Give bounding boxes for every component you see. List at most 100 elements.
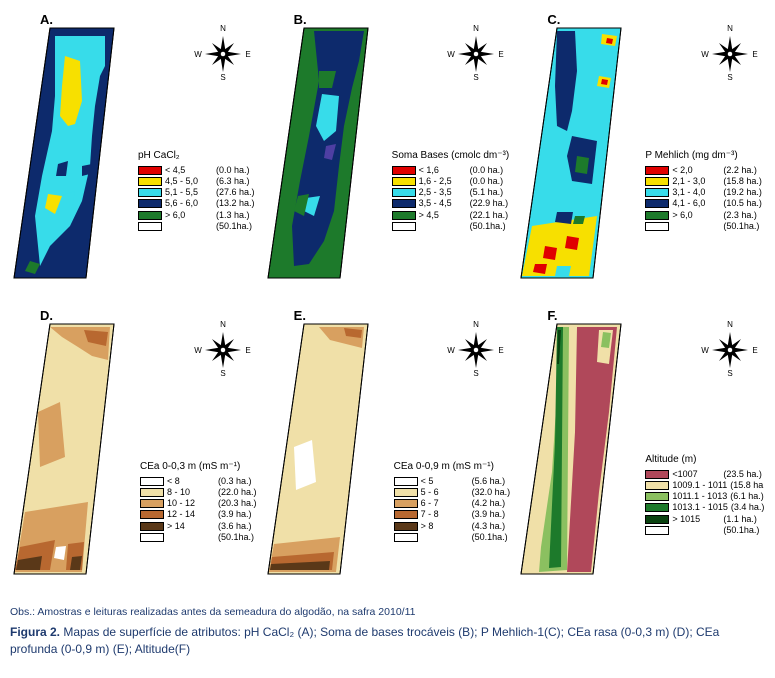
legend-swatch <box>645 481 669 490</box>
legend-row: 2,1 - 3,0 (15.8 ha.) <box>645 176 762 187</box>
legend-area: (50.1ha.) <box>216 221 252 232</box>
map-svg-0 <box>10 16 125 291</box>
legend-area: (22.0 ha.) <box>218 487 257 498</box>
legend-area: (27.6 ha.) <box>216 187 255 198</box>
legend-row: 5,6 - 6,0 (13.2 ha.) <box>138 198 255 209</box>
legend-area: (4.3 ha.) <box>472 521 506 532</box>
legend-range: 10 - 12 <box>167 498 215 509</box>
legend-area: (19.2 ha.) <box>723 187 762 198</box>
legend-row: < 2,0 (2.2 ha.) <box>645 165 762 176</box>
legend-swatch <box>645 515 669 524</box>
legend-area: (6.3 ha.) <box>216 176 250 187</box>
legend-area: (10.5 ha.) <box>723 198 762 209</box>
svg-text:E: E <box>245 50 250 59</box>
legend-title: CEa 0-0,3 m (mS m⁻¹) <box>140 461 257 474</box>
svg-text:W: W <box>194 50 202 59</box>
legend-range: > 6,0 <box>672 210 720 221</box>
legend-area: (22.1 ha.) <box>470 210 509 221</box>
svg-text:N: N <box>220 24 226 33</box>
legend-range: 2,1 - 3,0 <box>672 176 720 187</box>
legend-range: > 4,5 <box>419 210 467 221</box>
svg-text:S: S <box>474 369 479 376</box>
legend-swatch <box>140 477 164 486</box>
legend-area: (3.6 ha.) <box>218 521 252 532</box>
panel-C: C. N S E W P Mehlich (mg dm⁻³) < 2,0 (2.… <box>517 10 765 300</box>
legend-swatch <box>138 222 162 231</box>
legend-swatch <box>140 533 164 542</box>
legend-row: 8 - 10 (22.0 ha.) <box>140 487 257 498</box>
panel-D: D. N S E W CEa 0-0,3 m (mS m⁻¹) < 8 (0.3… <box>10 306 258 596</box>
legend-row: 5 - 6 (32.0 ha.) <box>394 487 511 498</box>
legend-area: (50.1ha.) <box>472 532 508 543</box>
observation-note: Obs.: Amostras e leituras realizadas ant… <box>10 606 765 618</box>
legend-swatch <box>645 211 669 220</box>
svg-text:N: N <box>727 320 733 329</box>
legend-area: (3.9 ha.) <box>472 509 506 520</box>
svg-text:W: W <box>194 346 202 355</box>
legend-row: 5,1 - 5,5 (27.6 ha.) <box>138 187 255 198</box>
legend-row: > 4,5 (22.1 ha.) <box>392 210 510 221</box>
compass: N S E W <box>701 22 759 85</box>
legend-area: (50.1ha.) <box>723 221 759 232</box>
svg-text:N: N <box>473 24 479 33</box>
legend-range: 2,5 - 3,5 <box>419 187 467 198</box>
legend-range: 5,1 - 5,5 <box>165 187 213 198</box>
panel-B: B. N S E W Soma Bases (cmolc dm⁻³) < 1,6… <box>264 10 512 300</box>
compass-rose: N S E W <box>701 22 759 80</box>
legend-range: 1,6 - 2,5 <box>419 176 467 187</box>
compass: N S E W <box>194 318 252 381</box>
legend-row: > 14 (3.6 ha.) <box>140 521 257 532</box>
legend-range: 1009.1 - 1011 <box>672 480 727 491</box>
legend-range: 3,5 - 4,5 <box>419 198 467 209</box>
map-svg-3 <box>10 312 125 587</box>
legend-row: (50.1ha.) <box>645 221 762 232</box>
legend-area: (2.2 ha.) <box>723 165 757 176</box>
legend-row: <1007 (23.5 ha.) <box>645 469 764 480</box>
legend-row: < 4,5 (0.0 ha.) <box>138 165 255 176</box>
legend-range: < 4,5 <box>165 165 213 176</box>
svg-text:S: S <box>727 73 732 80</box>
legend-swatch <box>645 526 669 535</box>
legend: CEa 0-0,3 m (mS m⁻¹) < 8 (0.3 ha.) 8 - 1… <box>140 461 257 543</box>
figure-2: A. N S E W pH CaCl₂ < 4,5 (0.0 ha.) 4,5 … <box>0 0 775 678</box>
svg-text:S: S <box>220 73 225 80</box>
legend-swatch <box>645 503 669 512</box>
svg-text:N: N <box>473 320 479 329</box>
legend: P Mehlich (mg dm⁻³) < 2,0 (2.2 ha.) 2,1 … <box>645 150 762 232</box>
legend: Soma Bases (cmolc dm⁻³) < 1,6 (0.0 ha.) … <box>392 150 510 232</box>
legend-swatch <box>138 188 162 197</box>
svg-text:W: W <box>701 346 709 355</box>
legend-area: (15.8 ha.) <box>723 176 762 187</box>
legend-title: P Mehlich (mg dm⁻³) <box>645 150 762 163</box>
legend-title: Altitude (m) <box>645 454 764 467</box>
svg-text:W: W <box>448 346 456 355</box>
legend-row: (50.1ha.) <box>394 532 511 543</box>
legend-range: < 1,6 <box>419 165 467 176</box>
legend-swatch <box>394 488 418 497</box>
legend-row: (50.1ha.) <box>140 532 257 543</box>
legend-area: (5.1 ha.) <box>470 187 504 198</box>
legend-range: < 2,0 <box>672 165 720 176</box>
legend-row: 4,5 - 5,0 (6.3 ha.) <box>138 176 255 187</box>
legend-area: (1.3 ha.) <box>216 210 250 221</box>
legend-range: 8 - 10 <box>167 487 215 498</box>
compass: N S E W <box>447 318 505 381</box>
svg-text:E: E <box>752 346 757 355</box>
svg-text:W: W <box>701 50 709 59</box>
legend-row: 3,1 - 4,0 (19.2 ha.) <box>645 187 762 198</box>
legend-swatch <box>138 177 162 186</box>
legend-range: > 8 <box>421 521 469 532</box>
legend-row: 10 - 12 (20.3 ha.) <box>140 498 257 509</box>
svg-text:S: S <box>474 73 479 80</box>
legend-row: 4,1 - 6,0 (10.5 ha.) <box>645 198 762 209</box>
legend-row: > 6,0 (1.3 ha.) <box>138 210 255 221</box>
figure-caption: Figura 2. Mapas de superfície de atribut… <box>10 624 765 658</box>
legend-area: (4.2 ha.) <box>472 498 506 509</box>
svg-text:W: W <box>448 50 456 59</box>
legend-area: (13.2 ha.) <box>216 198 255 209</box>
legend-area: (32.0 ha.) <box>472 487 511 498</box>
legend-row: 2,5 - 3,5 (5.1 ha.) <box>392 187 510 198</box>
legend-range: 1011.1 - 1013 <box>672 491 727 502</box>
legend-area: (50.1ha.) <box>470 221 506 232</box>
legend: Altitude (m) <1007 (23.5 ha.) 1009.1 - 1… <box>645 454 764 536</box>
